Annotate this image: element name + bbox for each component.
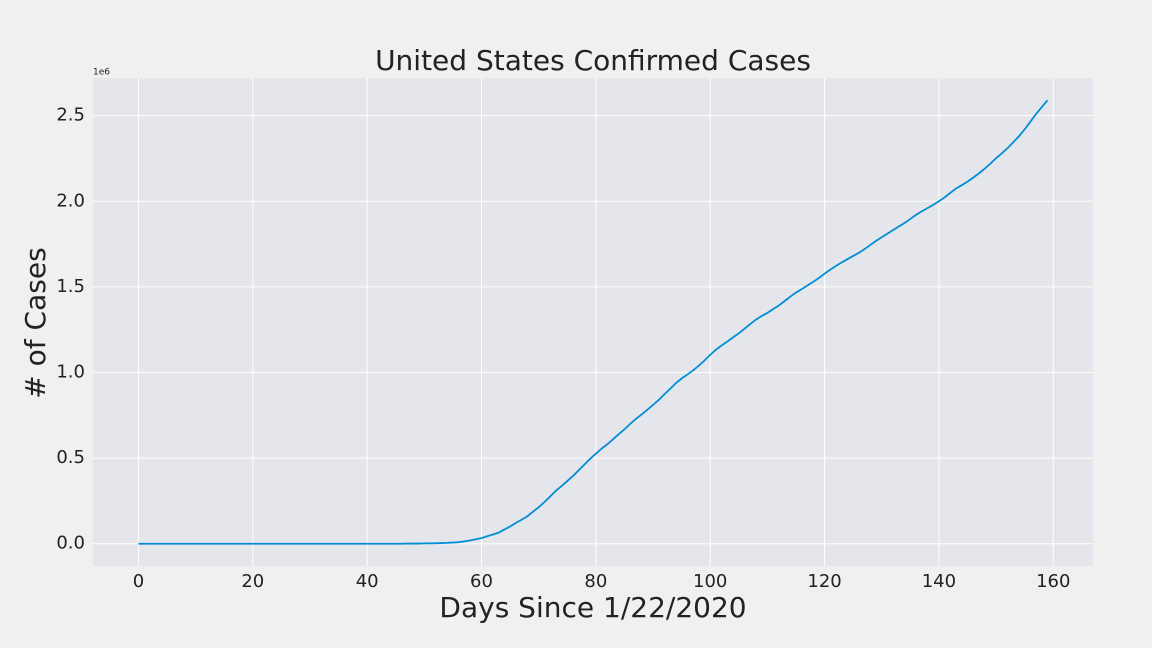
x-tick-label: 120 <box>807 571 841 592</box>
x-tick-label: 20 <box>241 571 264 592</box>
x-tick-label: 80 <box>584 571 607 592</box>
plot-area <box>93 78 1093 566</box>
y-tick-label: 2.5 <box>56 105 85 126</box>
x-axis-label: Days Since 1/22/2020 <box>439 591 746 624</box>
x-tick-label: 100 <box>693 571 727 592</box>
y-axis-label: # of Cases <box>19 247 52 398</box>
x-tick-label: 160 <box>1036 571 1070 592</box>
x-tick-label: 0 <box>133 571 144 592</box>
y-tick-label: 1.0 <box>56 362 85 383</box>
x-tick-label: 60 <box>470 571 493 592</box>
x-tick-label: 140 <box>922 571 956 592</box>
chart-title: United States Confirmed Cases <box>375 44 811 77</box>
y-tick-label: 2.0 <box>56 190 85 211</box>
data-line <box>138 99 1049 545</box>
x-tick-label: 40 <box>356 571 379 592</box>
y-tick-label: 1.5 <box>56 276 85 297</box>
y-tick-label: 0.5 <box>56 447 85 468</box>
y-offset-label: 1e6 <box>93 68 110 78</box>
y-tick-label: 0.0 <box>56 533 85 554</box>
